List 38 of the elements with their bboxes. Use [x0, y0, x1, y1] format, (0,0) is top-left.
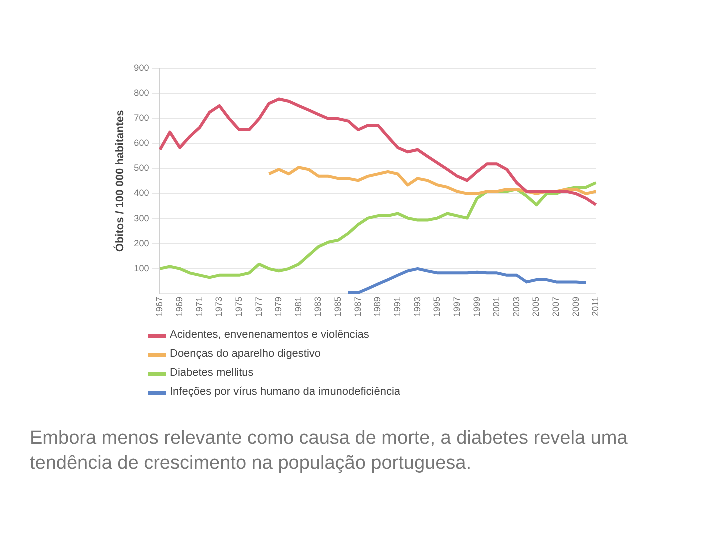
x-tick-label: 1967 — [154, 296, 165, 318]
x-tick-label: 1975 — [234, 296, 244, 318]
x-tick-label: 2003 — [511, 296, 522, 318]
legend-label: Diabetes mellitus — [170, 366, 254, 381]
y-tick-label: 900 — [134, 62, 150, 73]
legend-label: Infeções por vírus humano da imunodeficiência — [170, 385, 401, 400]
x-tick-label: 1971 — [194, 296, 204, 318]
y-tick-label: 500 — [134, 163, 150, 174]
x-tick-label: 2001 — [492, 296, 502, 318]
legend-label: Doenças do aparelho digestivo — [170, 347, 322, 362]
y-tick-label: 300 — [134, 213, 150, 224]
x-tick-label: 1983 — [313, 296, 324, 318]
x-tick-label: 1995 — [432, 296, 442, 318]
x-tick-label: 1985 — [333, 296, 344, 318]
x-tick-label: 1969 — [174, 296, 185, 318]
x-tick-label: 1979 — [274, 296, 284, 318]
x-tick-label: 1987 — [352, 296, 363, 318]
x-tick-label: 1981 — [293, 296, 304, 318]
x-tick-label: 1989 — [372, 296, 383, 318]
text: Embora menos relevante como causa de morte, a diabetes revela uma tendência de crescimento na população portuguesa. — [30, 427, 629, 476]
x-tick-label: 1997 — [452, 296, 462, 318]
x-tick-label: 1991 — [392, 296, 403, 318]
x-tick-label: 2005 — [531, 296, 542, 318]
x-tick-label: 2009 — [570, 296, 581, 318]
y-tick-label: 200 — [134, 238, 150, 248]
x-tick-label: 1993 — [412, 296, 422, 318]
y-axis-title: Óbitos / 100 000 habitantes — [114, 110, 127, 252]
x-tick-label: 2011 — [590, 296, 601, 316]
y-tick-label: 400 — [134, 188, 150, 198]
legend-label: Acidentes, envenenamentos e violências — [170, 328, 370, 343]
x-tick-label: 1973 — [214, 296, 224, 318]
x-tick-label: 1977 — [254, 296, 264, 318]
y-tick-label: 600 — [134, 138, 150, 148]
y-tick-label: 100 — [134, 263, 150, 274]
x-tick-label: 2007 — [551, 296, 562, 318]
x-tick-label: 1999 — [472, 296, 482, 318]
y-tick-label: 700 — [134, 113, 150, 124]
y-tick-label: 800 — [134, 88, 150, 98]
